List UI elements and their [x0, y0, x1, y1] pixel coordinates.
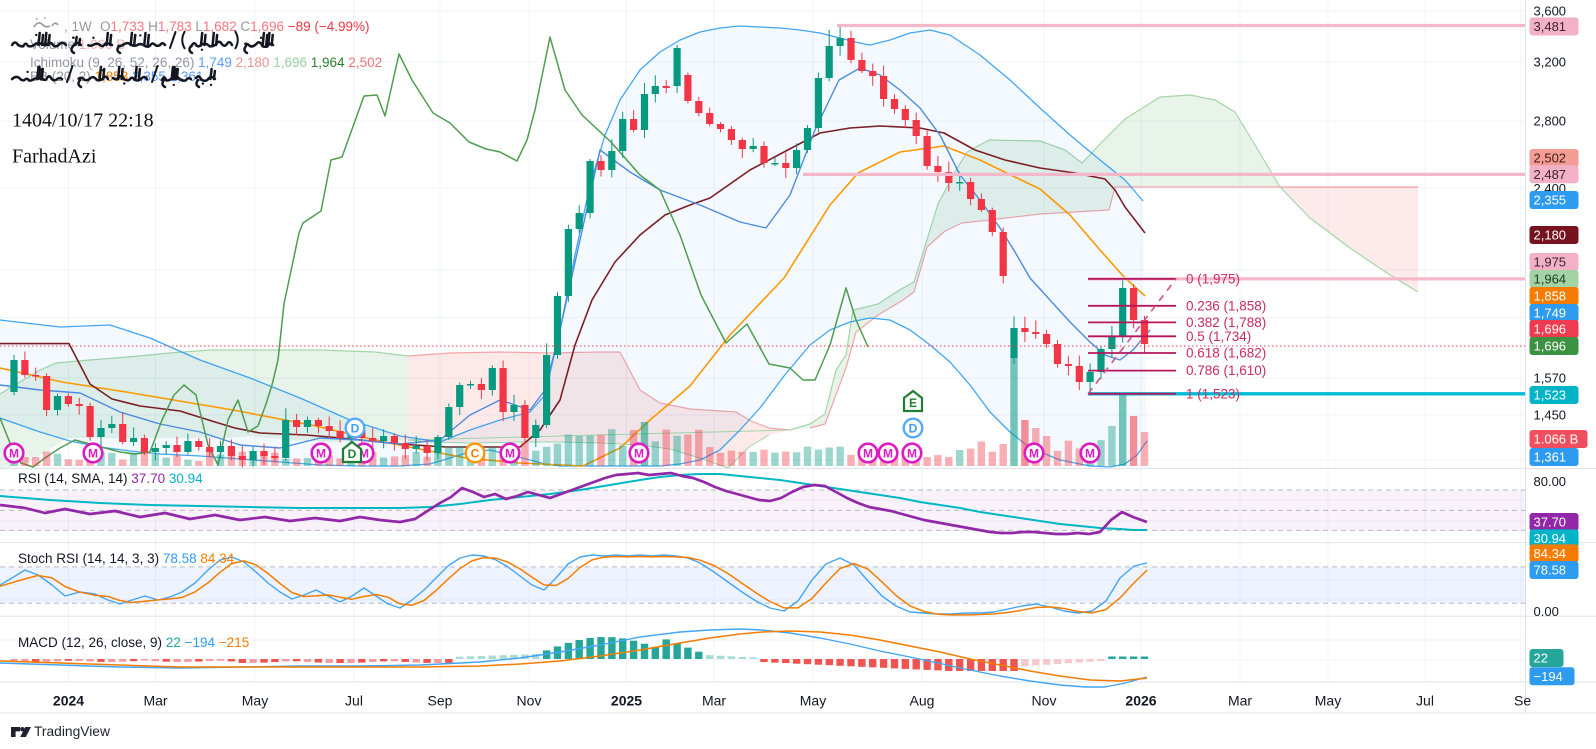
svg-text:30.94: 30.94	[1534, 531, 1567, 546]
svg-text:80.00: 80.00	[1534, 474, 1567, 489]
svg-text:FarhadAzi: FarhadAzi	[12, 146, 97, 168]
svg-text:Nov: Nov	[1032, 693, 1057, 709]
svg-text:M: M	[359, 446, 369, 460]
svg-text:M: M	[505, 446, 515, 460]
svg-text:1,749: 1,749	[1534, 306, 1567, 321]
svg-text:84.34: 84.34	[1534, 546, 1567, 561]
svg-text:2,487: 2,487	[1534, 167, 1567, 182]
svg-text:1,696: 1,696	[1534, 322, 1567, 337]
svg-text:Mar: Mar	[1228, 693, 1252, 709]
svg-text:0.382 (1,788): 0.382 (1,788)	[1186, 315, 1266, 330]
svg-text:1.066 B: 1.066 B	[1534, 432, 1579, 447]
svg-text:Sep: Sep	[428, 693, 453, 709]
svg-text:M: M	[1085, 446, 1095, 460]
svg-text:1 (1,523): 1 (1,523)	[1186, 386, 1240, 401]
svg-text:37.70: 37.70	[1534, 515, 1567, 530]
svg-text:1,964: 1,964	[1534, 272, 1567, 287]
svg-text:May: May	[242, 693, 268, 709]
svg-text:M: M	[863, 446, 873, 460]
svg-text:Mar: Mar	[702, 693, 726, 709]
svg-text:C: C	[471, 446, 480, 460]
svg-text:D: D	[348, 447, 357, 461]
svg-text:Stoch RSI (14, 14, 3, 3) 78.5: Stoch RSI (14, 14, 3, 3) 78.58 84.34	[18, 551, 235, 566]
svg-text:2024: 2024	[53, 693, 84, 709]
svg-text:M: M	[9, 446, 19, 460]
svg-text:22: 22	[1534, 651, 1548, 666]
svg-text:Se: Se	[1514, 693, 1531, 709]
svg-text:2,180: 2,180	[1534, 228, 1567, 243]
svg-text:May: May	[1315, 693, 1341, 709]
svg-text:M: M	[883, 446, 893, 460]
svg-text:2026: 2026	[1125, 693, 1156, 709]
svg-text:May: May	[800, 693, 826, 709]
svg-text:1,361: 1,361	[1534, 450, 1567, 465]
svg-text:3,200: 3,200	[1534, 55, 1567, 70]
svg-text:M: M	[1029, 446, 1039, 460]
svg-text:M: M	[316, 446, 326, 460]
svg-text:E: E	[909, 396, 917, 410]
svg-text:1,696: 1,696	[1534, 339, 1567, 354]
svg-text:M: M	[88, 446, 98, 460]
svg-text:78.58: 78.58	[1534, 563, 1567, 578]
svg-text:Jul: Jul	[345, 693, 363, 709]
svg-text:, 1W: , 1W	[64, 19, 92, 34]
svg-text:2,502: 2,502	[1534, 151, 1567, 166]
svg-text:1404/10/17 22:18: 1404/10/17 22:18	[12, 110, 154, 132]
svg-text:2,800: 2,800	[1534, 114, 1567, 129]
svg-text:Ichimoku (9, 26, 52, 26, 26): Ichimoku (9, 26, 52, 26, 26) 1,749 2,180…	[30, 55, 382, 70]
svg-text:1,858: 1,858	[1534, 289, 1567, 304]
svg-text:0.5 (1,734): 0.5 (1,734)	[1186, 329, 1251, 344]
svg-text:O1,733 H1,783 L1,682 C1,696 −8: O1,733 H1,783 L1,682 C1,696 −89 (−4.99%)	[100, 19, 370, 34]
svg-text:Mar: Mar	[143, 693, 167, 709]
svg-text:1,523: 1,523	[1534, 388, 1567, 403]
svg-text:Volume 1.066 B: Volume 1.066 B	[30, 37, 125, 52]
svg-text:2,355: 2,355	[1534, 193, 1567, 208]
svg-text:0 (1,975): 0 (1,975)	[1186, 271, 1240, 286]
svg-text:Nov: Nov	[517, 693, 542, 709]
svg-text:Aug: Aug	[910, 693, 935, 709]
svg-text:0.618 (1,682): 0.618 (1,682)	[1186, 346, 1266, 361]
svg-text:M: M	[907, 446, 917, 460]
svg-text:1,570: 1,570	[1534, 371, 1567, 386]
svg-text:0.786 (1,610): 0.786 (1,610)	[1186, 363, 1266, 378]
svg-text:M: M	[634, 446, 644, 460]
svg-text:D: D	[909, 421, 918, 435]
svg-text:1,450: 1,450	[1534, 408, 1567, 423]
svg-text:1,975: 1,975	[1534, 255, 1567, 270]
svg-text:−194: −194	[1534, 669, 1563, 684]
svg-text:D: D	[351, 421, 360, 435]
svg-text:RSI (14, SMA, 14) 37.70 30.9: RSI (14, SMA, 14) 37.70 30.94	[18, 471, 203, 486]
svg-text:0.236 (1,858): 0.236 (1,858)	[1186, 298, 1266, 313]
svg-text:0.00: 0.00	[1534, 604, 1559, 619]
svg-text:MACD (12, 26, close, 9) 22 −: MACD (12, 26, close, 9) 22 −194 −215	[18, 635, 249, 650]
svg-text:Jul: Jul	[1416, 693, 1434, 709]
svg-text:TradingView: TradingView	[34, 724, 110, 739]
svg-text:3,600: 3,600	[1534, 4, 1567, 19]
svg-text:2025: 2025	[611, 693, 642, 709]
svg-text:3,481: 3,481	[1534, 19, 1567, 34]
